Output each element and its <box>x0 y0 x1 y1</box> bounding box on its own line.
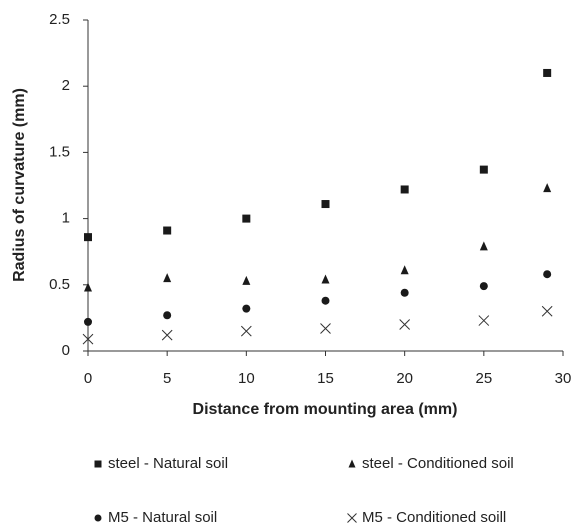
y-tick-label: 0 <box>62 342 70 359</box>
point <box>240 325 252 337</box>
point <box>400 265 409 275</box>
point <box>242 275 251 285</box>
x-tick-label: 30 <box>555 370 572 387</box>
point <box>84 317 92 326</box>
point <box>321 296 330 305</box>
legend-marker <box>94 460 102 468</box>
point <box>163 311 172 320</box>
point <box>161 329 173 341</box>
y-tick-label: 1.5 <box>49 143 70 160</box>
legend-label: M5 - Natural soil <box>108 509 217 526</box>
point <box>163 273 172 283</box>
x-tick-label: 15 <box>317 370 334 387</box>
point <box>543 183 552 193</box>
point <box>321 200 330 209</box>
x-tick-label: 0 <box>84 370 92 387</box>
y-tick-label: 1 <box>62 210 70 227</box>
point <box>479 241 488 251</box>
x-tick-label: 5 <box>163 370 171 387</box>
point <box>320 323 331 334</box>
y-tick-label: 0.5 <box>49 276 70 293</box>
point <box>400 288 409 297</box>
point <box>242 214 251 223</box>
x-tick-label: 10 <box>238 370 255 387</box>
legend-label: steel - Conditioned soil <box>362 455 514 472</box>
point <box>479 165 488 174</box>
legend-marker <box>347 513 357 523</box>
point <box>321 274 330 284</box>
x-tick-label: 25 <box>475 370 492 387</box>
point <box>543 68 552 77</box>
point <box>84 233 92 242</box>
point <box>543 270 552 279</box>
point <box>541 305 553 317</box>
point <box>478 315 490 326</box>
point <box>163 226 172 235</box>
y-axis-title: Radius of curvature (mm) <box>11 88 28 282</box>
legend-marker <box>348 459 356 468</box>
y-tick-label: 2.5 <box>49 11 70 28</box>
point <box>242 304 251 313</box>
point <box>479 282 488 291</box>
point <box>84 282 92 292</box>
legend-label: steel - Natural soil <box>108 455 228 472</box>
legend-marker <box>94 514 102 522</box>
x-tick-label: 20 <box>396 370 413 387</box>
legend-label: M5 - Conditioned soill <box>362 509 506 526</box>
point <box>399 319 411 330</box>
x-axis-title: Distance from mounting area (mm) <box>193 401 458 418</box>
y-tick-label: 2 <box>62 77 70 94</box>
point <box>400 185 409 194</box>
point <box>82 333 94 345</box>
